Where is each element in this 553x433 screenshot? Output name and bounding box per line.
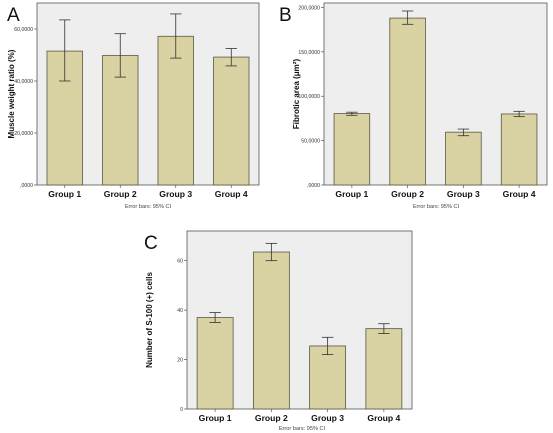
bar xyxy=(445,131,482,186)
x-tick-label: Group 3 xyxy=(447,189,480,199)
error-bars-note: Error bars: 95% CI xyxy=(125,204,172,210)
bar xyxy=(365,328,403,410)
x-tick-label: Group 3 xyxy=(159,189,192,199)
x-tick-label: Group 1 xyxy=(335,189,368,199)
x-tick-label: Group 4 xyxy=(215,189,248,199)
y-tick-label: 0 xyxy=(180,407,183,413)
y-tick-label: ,0000 xyxy=(20,183,33,189)
bar xyxy=(252,251,290,410)
y-tick-label: ,0000 xyxy=(307,183,320,189)
x-tick-label: Group 2 xyxy=(104,189,137,199)
y-tick-label: 50,0000 xyxy=(301,139,320,145)
y-axis-label: Muscle weight ratio (%) xyxy=(7,49,16,138)
x-tick-label: Group 1 xyxy=(199,413,232,423)
y-tick-label: 150,0000 xyxy=(298,50,320,56)
x-tick-label: Group 2 xyxy=(391,189,424,199)
panel-a-bar-chart: A ,0000 20,0000 40,0000 60,0000 Group 1 Group … xyxy=(7,2,260,210)
bar xyxy=(157,35,194,186)
y-tick-label: 40 xyxy=(177,308,183,314)
bar xyxy=(333,113,371,186)
x-tick-label: Group 3 xyxy=(311,413,344,423)
bar xyxy=(213,56,250,186)
bar xyxy=(389,17,426,186)
x-tick-label: Group 1 xyxy=(48,189,81,199)
error-bars-note: Error bars: 95% CI xyxy=(279,426,326,432)
y-tick-label: 60,0000 xyxy=(14,27,33,33)
panel-b-bar-chart: B ,0000 50,0000 100,0000 150,0000 200,0000 Gro… xyxy=(279,2,548,210)
panel-letter: C xyxy=(144,233,158,254)
y-axis-label: Number of S-100 (+) cells xyxy=(145,272,154,368)
x-tick-label: Group 4 xyxy=(503,189,536,199)
y-tick-label: 40,0000 xyxy=(14,79,33,85)
y-tick-label: 100,0000 xyxy=(298,94,320,100)
x-tick-label: Group 4 xyxy=(367,413,400,423)
panel-letter: B xyxy=(279,5,292,26)
y-axis-label: Fibrotic area (μm²) xyxy=(292,59,301,130)
y-tick-label: 20,0000 xyxy=(14,131,33,137)
y-tick-label: 60 xyxy=(177,259,183,265)
bar xyxy=(309,345,347,410)
bar xyxy=(500,113,538,186)
y-tick-label: 20 xyxy=(177,358,183,364)
error-bars-note: Error bars: 95% CI xyxy=(413,204,460,210)
x-tick-label: Group 2 xyxy=(255,413,288,423)
panel-letter: A xyxy=(7,5,20,26)
panel-c-bar-chart: C 0 20 40 60 Group 1 Group 2 Group 3 Group 4 Numb… xyxy=(144,230,413,432)
bar xyxy=(196,317,234,410)
y-tick-label: 200,0000 xyxy=(298,5,320,11)
